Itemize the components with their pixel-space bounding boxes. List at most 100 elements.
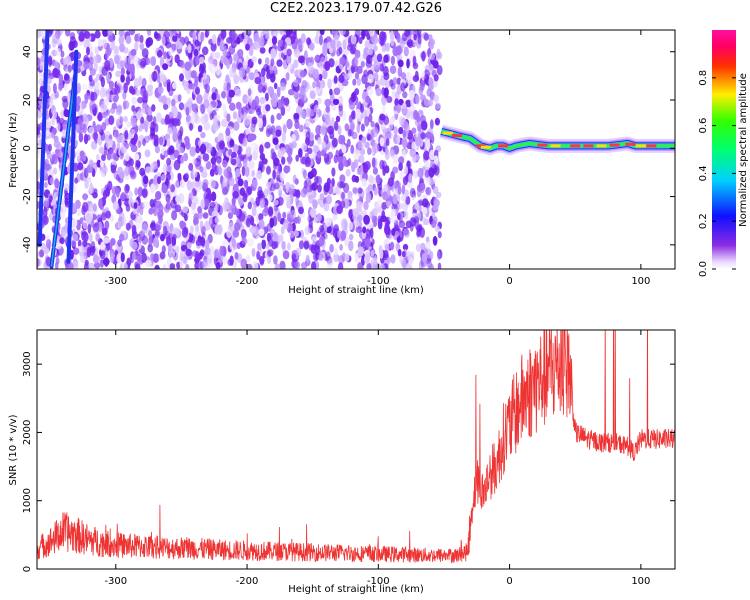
noise-dot — [131, 241, 138, 250]
noise-dot — [259, 47, 266, 54]
noise-dot — [420, 120, 428, 131]
noise-dot — [204, 30, 209, 38]
noise-dot — [139, 42, 145, 49]
noise-dot — [409, 148, 417, 158]
noise-dot — [295, 154, 300, 162]
noise-dot — [167, 147, 172, 156]
noise-dot — [308, 194, 314, 204]
noise-dot — [125, 204, 131, 212]
noise-dot — [318, 235, 325, 247]
noise-dot — [194, 224, 200, 232]
noise-dot — [435, 225, 440, 233]
noise-dot — [333, 75, 338, 84]
noise-dot — [286, 53, 292, 65]
noise-dot — [425, 187, 430, 195]
snr-x-ticks: -300 -200 -100 0 100 — [104, 330, 650, 587]
noise-dot — [389, 241, 395, 251]
noise-dot — [402, 129, 407, 138]
y-tick-label: -40 — [22, 237, 33, 253]
noise-dot — [225, 74, 230, 84]
noise-dot — [207, 233, 213, 244]
snr-frame — [36, 329, 676, 570]
noise-dot — [55, 143, 63, 151]
noise-dot — [202, 179, 209, 188]
noise-dot — [385, 138, 390, 147]
noise-dot — [63, 73, 70, 81]
noise-dot — [213, 248, 219, 259]
spectrogram-y-ticks: -40 -20 0 20 40 — [22, 45, 675, 253]
noise-dot — [221, 118, 228, 128]
noise-dot — [405, 195, 411, 205]
noise-dot — [232, 144, 239, 152]
snr-series — [37, 330, 675, 564]
noise-dot — [289, 34, 296, 45]
noise-dot — [218, 140, 225, 150]
noise-dot — [163, 102, 169, 111]
noise-dot — [76, 82, 82, 93]
noise-dot — [228, 221, 235, 232]
noise-dot — [136, 111, 140, 120]
noise-dot — [368, 174, 374, 184]
noise-dot — [293, 230, 299, 238]
noise-dot — [435, 191, 442, 198]
noise-dot — [359, 148, 366, 156]
noise-dot — [119, 233, 125, 242]
noise-dot — [339, 244, 343, 251]
noise-dot — [312, 199, 318, 210]
noise-dot — [200, 76, 205, 88]
noise-dot — [402, 91, 408, 99]
noise-dot — [396, 103, 401, 114]
noise-dot — [124, 166, 130, 177]
noise-dot — [348, 240, 354, 252]
noise-dot — [188, 182, 193, 192]
noise-dot — [204, 75, 210, 86]
noise-dot — [220, 55, 225, 64]
noise-dot — [57, 150, 63, 158]
noise-dot — [189, 146, 196, 157]
noise-dot — [434, 102, 441, 110]
noise-dot — [313, 104, 320, 113]
noise-dot — [99, 87, 107, 98]
noise-dot — [429, 149, 436, 161]
noise-dot — [153, 134, 159, 145]
noise-dot — [333, 34, 340, 43]
noise-dot — [137, 140, 142, 149]
signal-peak — [537, 143, 548, 147]
noise-dot — [404, 189, 409, 197]
noise-dot — [396, 32, 401, 43]
noise-dot — [154, 264, 160, 269]
noise-dot — [403, 209, 409, 220]
noise-dot — [45, 118, 52, 129]
noise-dot — [220, 30, 227, 39]
noise-dot — [120, 252, 125, 263]
noise-dot — [250, 216, 255, 226]
x-tick-label: -100 — [367, 276, 390, 287]
noise-dot — [258, 58, 262, 65]
noise-dot — [323, 153, 330, 163]
noise-dot — [264, 92, 269, 102]
noise-dot — [369, 210, 374, 220]
figure-title: C2E2.2023.179.07.42.G26 — [269, 1, 443, 16]
noise-dot — [380, 215, 387, 223]
noise-dot — [98, 198, 103, 209]
noise-dot — [166, 157, 172, 166]
noise-dot — [100, 259, 104, 268]
noise-dot — [248, 47, 254, 56]
signal-peak — [646, 144, 657, 148]
noise-dot — [166, 165, 173, 173]
noise-dot — [301, 142, 308, 152]
noise-dot — [288, 184, 296, 195]
noise-dot — [64, 197, 69, 206]
noise-dot — [202, 153, 210, 162]
noise-dot — [352, 210, 360, 217]
noise-dot — [257, 242, 262, 251]
noise-dot — [360, 30, 366, 38]
noise-dot — [93, 261, 101, 269]
noise-dot — [152, 253, 160, 263]
noise-dot — [371, 34, 379, 45]
noise-dot — [257, 190, 264, 198]
noise-dot — [232, 229, 240, 238]
noise-dot — [267, 249, 274, 257]
noise-dot — [360, 61, 365, 68]
